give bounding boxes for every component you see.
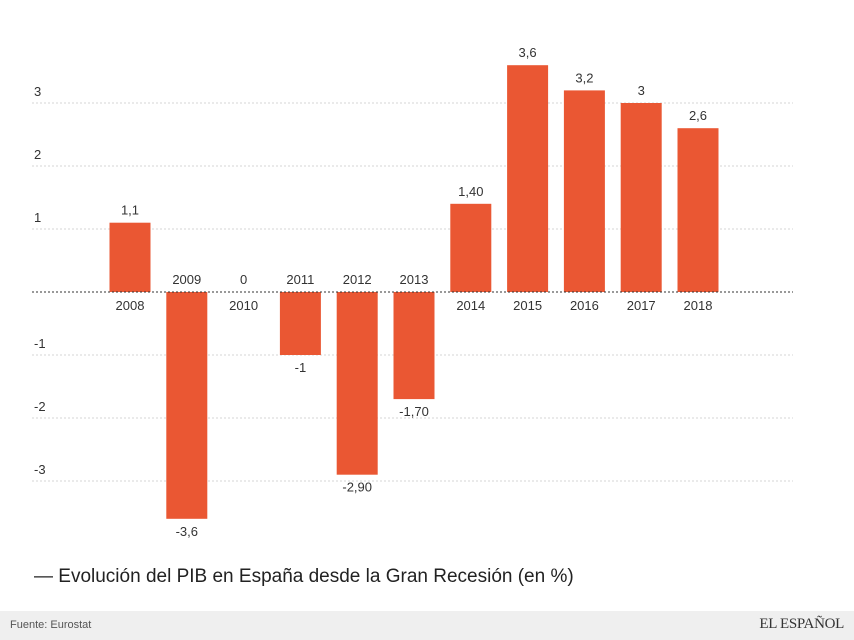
data-label: -1 [295,360,307,375]
y-tick-label: -1 [34,336,46,351]
x-tick-label: 2017 [627,298,656,313]
data-label: -3,6 [176,524,198,539]
brand-logo: EL ESPAÑOL [759,616,844,632]
x-tick-label: 2013 [400,272,429,287]
bar [620,103,662,292]
data-label: 3 [638,83,645,98]
x-tick-label: 2018 [684,298,713,313]
source-text: Fuente: Eurostat [10,619,92,631]
y-axis-labels: 3 2 1 -1 -2 -3 [34,84,46,477]
bar [450,203,492,292]
data-label: 3,6 [519,45,537,60]
y-tick-label: 3 [34,84,41,99]
x-tick-label: 2011 [286,272,314,287]
x-axis-labels: 2008 2009 2010 2011 2012 2013 2014 2015 2016 2017… [116,272,713,313]
bar [109,222,151,292]
x-tick-label: 2014 [456,298,485,313]
bar [563,90,605,293]
x-tick-label: 2009 [172,272,201,287]
x-tick-label: 2010 [229,298,258,313]
data-label: 1,40 [458,184,483,199]
bar [393,292,435,400]
data-label: 1,1 [121,203,139,218]
bar [507,65,549,292]
bar [336,292,378,475]
bars [109,65,719,519]
x-tick-label: 2008 [116,298,145,313]
data-label: 3,2 [575,70,593,85]
bar [279,292,321,355]
data-label: -1,70 [399,404,429,419]
x-tick-label: 2015 [513,298,542,313]
data-label: -2,90 [342,480,372,495]
y-tick-label: 2 [34,147,41,162]
y-tick-label: -2 [34,399,46,414]
y-tick-label: -3 [34,462,46,477]
value-labels: 1,1 -3,6 0 -1 -2,90 -1,70 1,40 3,6 3,2 3 2,6 [121,45,707,539]
x-tick-label: 2016 [570,298,599,313]
x-tick-label: 2012 [343,272,372,287]
footer: Fuente: Eurostat EL ESPAÑOL [0,611,854,640]
chart-title: — Evolución del PIB en España desde la G… [34,566,574,587]
data-label: 2,6 [689,108,707,123]
bar [677,128,719,292]
y-tick-label: 1 [34,210,41,225]
data-label: 0 [240,272,247,287]
bar [166,292,208,519]
